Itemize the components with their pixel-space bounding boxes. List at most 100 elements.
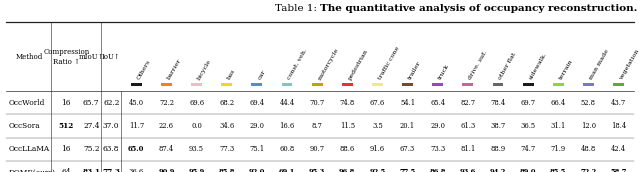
Text: Method: Method bbox=[15, 53, 42, 61]
Text: 77.3: 77.3 bbox=[219, 145, 234, 153]
Text: vegetation: vegetation bbox=[618, 49, 640, 81]
Text: 16: 16 bbox=[61, 99, 71, 107]
Text: 27.4: 27.4 bbox=[83, 122, 99, 130]
Text: 86.8: 86.8 bbox=[429, 168, 446, 172]
Text: 512: 512 bbox=[59, 122, 74, 130]
Text: 36.5: 36.5 bbox=[520, 122, 536, 130]
Text: 83.1: 83.1 bbox=[83, 168, 100, 172]
Bar bbox=[312, 83, 323, 86]
Text: 43.7: 43.7 bbox=[611, 99, 626, 107]
Bar bbox=[191, 83, 202, 86]
Text: 34.6: 34.6 bbox=[219, 122, 234, 130]
Text: 65.4: 65.4 bbox=[430, 99, 445, 107]
Text: OccSora: OccSora bbox=[8, 122, 40, 130]
Text: motorcycle: motorcycle bbox=[317, 47, 340, 81]
Text: 52.8: 52.8 bbox=[581, 99, 596, 107]
Text: 65.0: 65.0 bbox=[128, 145, 145, 153]
Text: 88.6: 88.6 bbox=[340, 145, 355, 153]
Text: 68.2: 68.2 bbox=[219, 99, 234, 107]
Text: terrain: terrain bbox=[558, 59, 574, 81]
Bar bbox=[553, 83, 564, 86]
Text: Compression
Ratio ↑: Compression Ratio ↑ bbox=[43, 48, 90, 66]
Text: 22.6: 22.6 bbox=[159, 122, 174, 130]
Text: mIoU↑: mIoU↑ bbox=[79, 53, 104, 61]
Bar bbox=[523, 83, 534, 86]
Text: 96.8: 96.8 bbox=[339, 168, 355, 172]
Text: 87.4: 87.4 bbox=[159, 145, 174, 153]
Text: 67.3: 67.3 bbox=[400, 145, 415, 153]
Text: 11.5: 11.5 bbox=[340, 122, 355, 130]
Text: 42.4: 42.4 bbox=[611, 145, 626, 153]
Text: 12.0: 12.0 bbox=[581, 122, 596, 130]
Text: 29.0: 29.0 bbox=[430, 122, 445, 130]
Text: 72.2: 72.2 bbox=[580, 168, 596, 172]
Text: 64: 64 bbox=[61, 168, 71, 172]
Text: Table 1:: Table 1: bbox=[275, 4, 320, 13]
Text: IoU↑: IoU↑ bbox=[102, 53, 120, 61]
Text: 71.9: 71.9 bbox=[550, 145, 566, 153]
Text: const. veh.: const. veh. bbox=[287, 48, 309, 81]
Bar bbox=[282, 83, 292, 86]
Text: 88.9: 88.9 bbox=[490, 145, 506, 153]
Text: 74.7: 74.7 bbox=[520, 145, 536, 153]
Text: 3.5: 3.5 bbox=[372, 122, 383, 130]
Text: 31.1: 31.1 bbox=[550, 122, 566, 130]
Text: 65.7: 65.7 bbox=[83, 99, 100, 107]
Bar bbox=[432, 83, 443, 86]
Text: 81.1: 81.1 bbox=[460, 145, 476, 153]
Bar bbox=[583, 83, 594, 86]
Text: 85.8: 85.8 bbox=[218, 168, 235, 172]
Text: 92.5: 92.5 bbox=[369, 168, 385, 172]
Text: 75.1: 75.1 bbox=[250, 145, 264, 153]
Bar bbox=[613, 83, 624, 86]
Text: 37.0: 37.0 bbox=[103, 122, 120, 130]
Text: 74.8: 74.8 bbox=[340, 99, 355, 107]
Text: 62.2: 62.2 bbox=[103, 99, 120, 107]
Text: bus: bus bbox=[227, 68, 237, 81]
Bar bbox=[161, 83, 172, 86]
Text: OccWorld: OccWorld bbox=[8, 99, 45, 107]
Text: 18.4: 18.4 bbox=[611, 122, 626, 130]
Text: 38.7: 38.7 bbox=[490, 122, 506, 130]
Text: Others: Others bbox=[136, 59, 152, 81]
Bar bbox=[221, 83, 232, 86]
Text: 60.8: 60.8 bbox=[280, 145, 294, 153]
Text: sidewalk.: sidewalk. bbox=[528, 52, 548, 81]
Text: 16.6: 16.6 bbox=[280, 122, 294, 130]
Text: 70.7: 70.7 bbox=[310, 99, 324, 107]
Text: 92.0: 92.0 bbox=[249, 168, 265, 172]
Text: 72.2: 72.2 bbox=[159, 99, 174, 107]
Text: 48.8: 48.8 bbox=[580, 145, 596, 153]
Text: 20.1: 20.1 bbox=[400, 122, 415, 130]
Text: 85.5: 85.5 bbox=[550, 168, 566, 172]
Text: 45.0: 45.0 bbox=[129, 99, 144, 107]
Text: pedestrian: pedestrian bbox=[348, 48, 369, 81]
Text: 94.2: 94.2 bbox=[490, 168, 506, 172]
Bar bbox=[342, 83, 353, 86]
Text: 95.3: 95.3 bbox=[309, 168, 325, 172]
Bar bbox=[372, 83, 383, 86]
Text: 93.5: 93.5 bbox=[189, 145, 204, 153]
Bar bbox=[402, 83, 413, 86]
Text: 82.7: 82.7 bbox=[460, 99, 476, 107]
Text: 61.3: 61.3 bbox=[460, 122, 476, 130]
Text: 69.7: 69.7 bbox=[520, 99, 536, 107]
Text: 44.4: 44.4 bbox=[280, 99, 294, 107]
Text: man made: man made bbox=[588, 49, 610, 81]
Text: 91.6: 91.6 bbox=[370, 145, 385, 153]
Text: 69.4: 69.4 bbox=[250, 99, 264, 107]
Text: 77.3: 77.3 bbox=[102, 168, 120, 172]
Text: 63.8: 63.8 bbox=[103, 145, 120, 153]
Text: 58.7: 58.7 bbox=[611, 168, 627, 172]
Text: 36.6: 36.6 bbox=[129, 168, 144, 172]
Text: truck: truck bbox=[438, 63, 451, 81]
Text: DOME(ours): DOME(ours) bbox=[8, 168, 55, 172]
Text: bicycle: bicycle bbox=[196, 58, 212, 81]
Text: 95.9: 95.9 bbox=[188, 168, 205, 172]
Text: 90.9: 90.9 bbox=[158, 168, 175, 172]
Text: 90.7: 90.7 bbox=[310, 145, 324, 153]
Text: 75.2: 75.2 bbox=[83, 145, 99, 153]
Text: other flat: other flat bbox=[498, 52, 518, 81]
Text: 69.6: 69.6 bbox=[189, 99, 204, 107]
Bar bbox=[131, 83, 141, 86]
